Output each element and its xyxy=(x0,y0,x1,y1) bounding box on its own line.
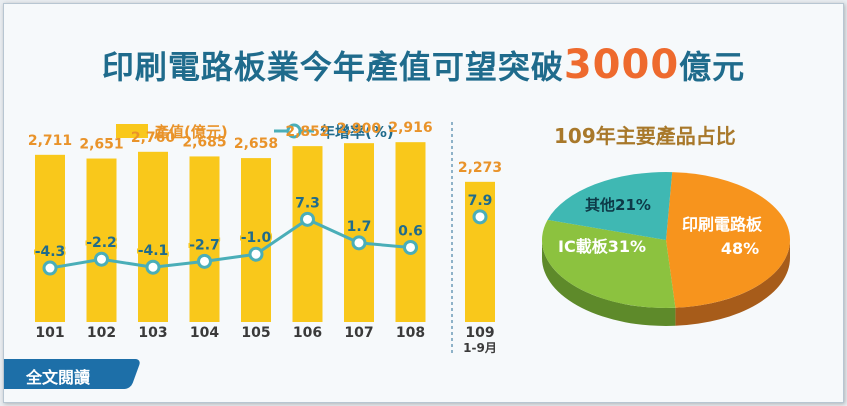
pie-slice xyxy=(666,172,790,308)
growth-point xyxy=(248,246,264,262)
x-tick-label: 102 xyxy=(87,325,116,341)
growth-label: 1.7 xyxy=(347,219,372,235)
x-tick-label: 101 xyxy=(35,325,64,341)
read-full-text-label[interactable]: 全文閱讀 xyxy=(26,368,91,387)
x-tick-label: 1-9月 xyxy=(463,341,497,355)
x-tick-label: 107 xyxy=(344,325,373,341)
bar-value-label: 2,760 xyxy=(131,130,176,146)
growth-point xyxy=(403,239,418,255)
pie-label-ic-substrate: IC載板31% xyxy=(558,237,646,256)
bar xyxy=(344,143,374,322)
growth-point xyxy=(94,251,109,267)
x-tick-label: 105 xyxy=(241,325,270,341)
growth-label: 7.9 xyxy=(468,193,493,209)
growth-bar-line-chart: 產值(億元) 年增率(%) 2,711 101 2,651 102 2,760 103 2,68… xyxy=(28,120,790,356)
pie-side xyxy=(542,240,676,327)
x-tick-label: 106 xyxy=(293,325,322,341)
pie-label-pcb: 印刷電路板 xyxy=(682,215,763,234)
bar xyxy=(189,156,220,322)
bar xyxy=(292,146,323,322)
bar-value-label: 2,916 xyxy=(388,120,432,136)
page-title: 印刷電路板業今年產值可望突破3000億元 xyxy=(4,42,843,88)
growth-point xyxy=(197,253,212,269)
pie-chart-title: 109年主要產品占比 xyxy=(554,124,736,148)
bar-value-label: 2,651 xyxy=(79,137,123,153)
growth-label: 7.3 xyxy=(295,195,320,211)
legend-bar-swatch xyxy=(116,124,148,138)
pie-slice xyxy=(547,171,673,240)
growth-label: -4.1 xyxy=(138,243,169,259)
growth-label: -4.3 xyxy=(35,244,66,260)
growth-point xyxy=(472,209,488,225)
growth-point xyxy=(351,235,367,251)
bar-value-label: 2,900 xyxy=(337,121,382,137)
bar xyxy=(465,181,495,322)
pie-slice xyxy=(542,219,676,308)
pie-label-other: 其他21% xyxy=(585,196,651,214)
growth-label: -2.2 xyxy=(86,235,117,251)
legend-line-label: 年增率(%) xyxy=(320,123,394,141)
bar-value-label: 2,852 xyxy=(285,124,329,140)
bar xyxy=(86,158,117,322)
title-prefix: 印刷電路板業今年產值可望突破 xyxy=(101,48,564,86)
title-suffix: 億元 xyxy=(679,48,746,86)
growth-label: -2.7 xyxy=(189,237,220,253)
bar-value-label: 2,711 xyxy=(28,133,72,149)
growth-label: 0.6 xyxy=(398,223,423,239)
bar-value-label: 2,658 xyxy=(234,136,278,152)
x-tick-label: 104 xyxy=(190,325,219,341)
x-tick-label: 103 xyxy=(138,325,167,341)
growth-point xyxy=(42,260,58,276)
pie-side xyxy=(675,240,790,326)
bar xyxy=(138,151,168,322)
growth-point xyxy=(300,211,315,227)
x-tick-label: 109 xyxy=(465,325,494,341)
bar-value-label: 2,685 xyxy=(182,134,226,150)
growth-line xyxy=(49,217,411,270)
legend-line-marker xyxy=(286,123,302,139)
legend-bar-label: 產值(億元) xyxy=(153,123,228,141)
bar xyxy=(241,158,271,322)
title-highlight: 3000 xyxy=(563,42,680,88)
growth-point xyxy=(145,259,161,275)
bar-value-label: 2,273 xyxy=(458,160,502,176)
infographic-frame: 印刷電路板業今年產值可望突破3000億元 產值(億元) 年增率(%) 2,711 10… xyxy=(3,3,844,403)
bar xyxy=(395,142,426,322)
growth-label: -1.0 xyxy=(241,230,272,246)
bar xyxy=(35,154,65,322)
pie-label-pcb-percent: 48% xyxy=(721,239,759,258)
x-tick-label: 108 xyxy=(396,325,425,341)
